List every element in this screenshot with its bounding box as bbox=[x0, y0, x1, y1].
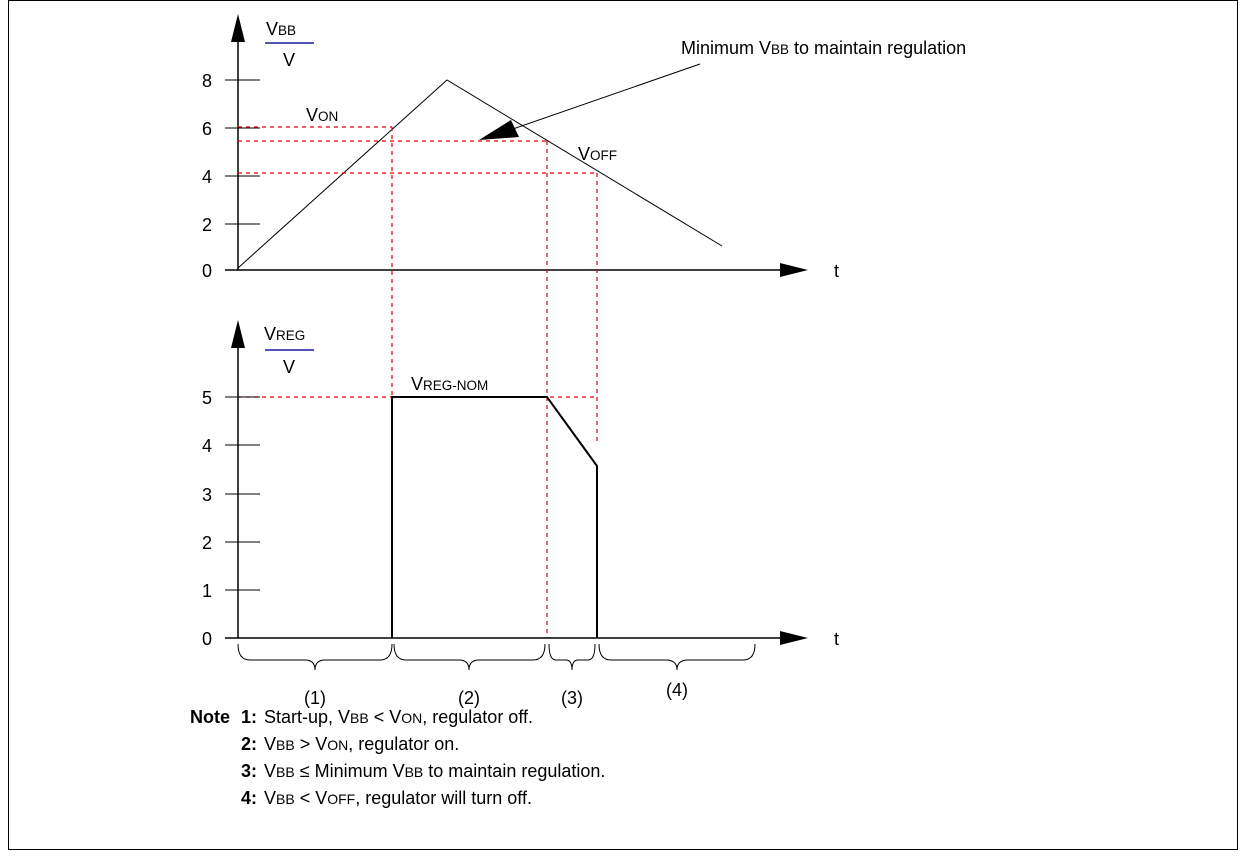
brace-2 bbox=[393, 643, 546, 671]
top-y-quantity: VBB bbox=[266, 19, 296, 39]
note-fragment: V bbox=[264, 788, 277, 808]
bottom-x-arrow bbox=[780, 631, 808, 645]
note-number: 1: bbox=[240, 707, 257, 727]
top-ticks: 0 2 4 6 8 bbox=[202, 71, 260, 281]
top-y-unit: V bbox=[283, 50, 295, 70]
top-y-arrow bbox=[231, 14, 245, 42]
brace-4 bbox=[598, 643, 756, 671]
note-fragment: to maintain regulation. bbox=[423, 761, 606, 781]
note-number: 3: bbox=[240, 761, 257, 781]
note-subscript: BB bbox=[276, 737, 295, 753]
note-subscript: BB bbox=[404, 764, 424, 780]
vreg-nom-label: VREG-NOM bbox=[411, 374, 488, 394]
bottom-tick-label: 4 bbox=[202, 436, 212, 456]
bottom-tick-label: 5 bbox=[202, 388, 212, 408]
bottom-y-quantity: VREG bbox=[264, 324, 305, 344]
top-tick-label: 2 bbox=[202, 215, 212, 235]
note-subscript: ON bbox=[327, 737, 349, 753]
period-label: (2) bbox=[458, 688, 480, 708]
callout-arrowhead bbox=[479, 120, 519, 140]
bottom-graph: t 0 1 2 3 4 5 VREG V VREG-NOM bbox=[202, 320, 839, 649]
note-fragment: V bbox=[264, 734, 277, 754]
note-fragment: ≤ Minimum V bbox=[294, 761, 405, 781]
period-label: (3) bbox=[561, 688, 583, 708]
period-braces bbox=[237, 643, 756, 671]
bottom-tick-label: 2 bbox=[202, 533, 212, 553]
note-fragment: , regulator on. bbox=[348, 734, 460, 754]
period-labels: (1) (2) (3) (4) bbox=[304, 680, 688, 708]
bottom-y-unit: V bbox=[283, 357, 295, 377]
top-tick-label: 0 bbox=[202, 261, 212, 281]
brace-3 bbox=[548, 643, 596, 671]
vreg-droop bbox=[546, 396, 598, 467]
voff-label: VOFF bbox=[578, 144, 617, 164]
note-subscript: BB bbox=[276, 791, 295, 807]
bottom-tick-label: 1 bbox=[202, 581, 212, 601]
bottom-tick-label: 3 bbox=[202, 485, 212, 505]
top-x-arrow bbox=[780, 263, 808, 277]
note-subscript: BB bbox=[276, 764, 295, 780]
von-label: VON bbox=[306, 105, 338, 125]
top-graph: t 0 2 4 6 8 VBB V VON VOFF Minimum VBB t… bbox=[202, 14, 966, 281]
note-number: 2: bbox=[240, 734, 257, 754]
bottom-tick-label: 0 bbox=[202, 629, 212, 649]
figure-frame bbox=[8, 0, 1238, 850]
note-fragment: Start-up, V bbox=[264, 707, 351, 727]
note-fragment: V bbox=[264, 761, 277, 781]
note-text: VBB ≤ Minimum VBB to maintain regulation… bbox=[264, 758, 605, 786]
top-tick-label: 8 bbox=[202, 71, 212, 91]
vreg-waveform bbox=[391, 396, 598, 638]
note-subscript: OFF bbox=[327, 791, 356, 807]
period-label: (1) bbox=[304, 688, 326, 708]
vbb-waveform bbox=[237, 79, 723, 269]
note-subscript: BB bbox=[350, 710, 369, 726]
min-vbb-callout: Minimum VBB to maintain regulation bbox=[681, 38, 966, 58]
note-fragment: , regulator off. bbox=[422, 707, 533, 727]
callout-leader bbox=[509, 63, 701, 131]
note-text: VBB > VON, regulator on. bbox=[264, 731, 459, 759]
note-fragment: , regulator will turn off. bbox=[355, 788, 532, 808]
note-number: 4: bbox=[240, 788, 257, 808]
period-label: (4) bbox=[666, 680, 688, 700]
note-text: VBB < VOFF, regulator will turn off. bbox=[264, 785, 532, 813]
note-text: Start-up, VBB < VON, regulator off. bbox=[264, 704, 533, 732]
bottom-ticks: 0 1 2 3 4 5 bbox=[202, 388, 260, 649]
top-tick-label: 4 bbox=[202, 167, 212, 187]
brace-1 bbox=[237, 643, 393, 671]
top-x-label: t bbox=[834, 261, 839, 281]
note-fragment: > V bbox=[294, 734, 328, 754]
bottom-x-label: t bbox=[834, 629, 839, 649]
note-subscript: ON bbox=[401, 710, 423, 726]
note-fragment: < V bbox=[294, 788, 328, 808]
bottom-y-arrow bbox=[231, 320, 245, 348]
note-fragment: < V bbox=[368, 707, 402, 727]
note-heading: Note bbox=[190, 707, 230, 727]
top-tick-label: 6 bbox=[202, 119, 212, 139]
